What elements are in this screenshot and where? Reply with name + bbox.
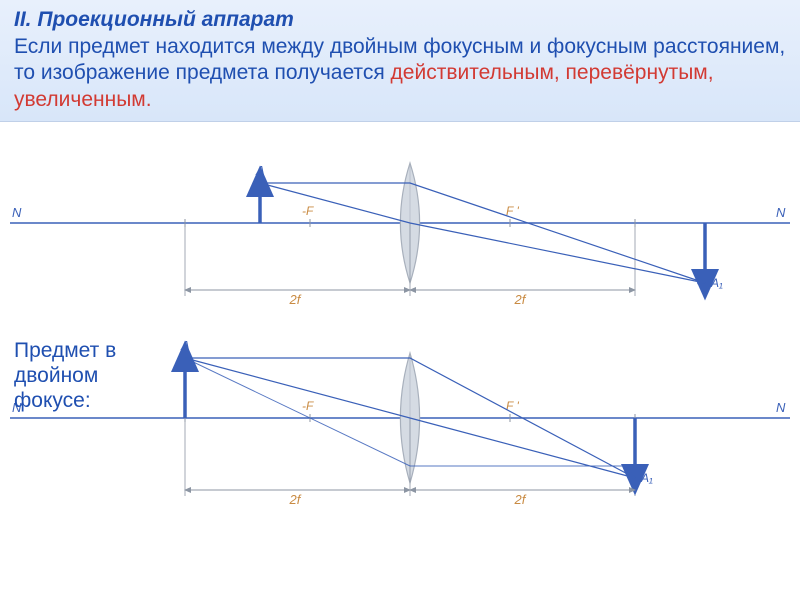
svg-text:A: A bbox=[255, 163, 265, 178]
svg-text:2f: 2f bbox=[289, 492, 302, 507]
svg-text:A: A bbox=[180, 338, 190, 353]
diagram-area: NN-FF 'AA₁2f2f Предмет в двойном фокусе:… bbox=[0, 128, 800, 518]
svg-text:N: N bbox=[776, 205, 786, 220]
svg-text:-F: -F bbox=[302, 399, 314, 413]
svg-text:-F: -F bbox=[302, 204, 314, 218]
svg-text:A₁: A₁ bbox=[710, 276, 723, 290]
svg-text:2f: 2f bbox=[514, 492, 527, 507]
ray-diagram-projection: NN-FF 'AA₁2f2f bbox=[0, 128, 800, 318]
caption-double-focus: Предмет в двойном фокусе: bbox=[14, 338, 154, 414]
svg-text:A₁: A₁ bbox=[640, 471, 653, 485]
description-text: Если предмет находится между двойным фок… bbox=[14, 34, 786, 113]
svg-text:2f: 2f bbox=[514, 292, 527, 307]
page-title: II. Проекционный аппарат bbox=[14, 8, 786, 32]
svg-text:N: N bbox=[12, 205, 22, 220]
header-box: II. Проекционный аппарат Если предмет на… bbox=[0, 0, 800, 122]
svg-text:N: N bbox=[776, 400, 786, 415]
svg-text:2f: 2f bbox=[289, 292, 302, 307]
